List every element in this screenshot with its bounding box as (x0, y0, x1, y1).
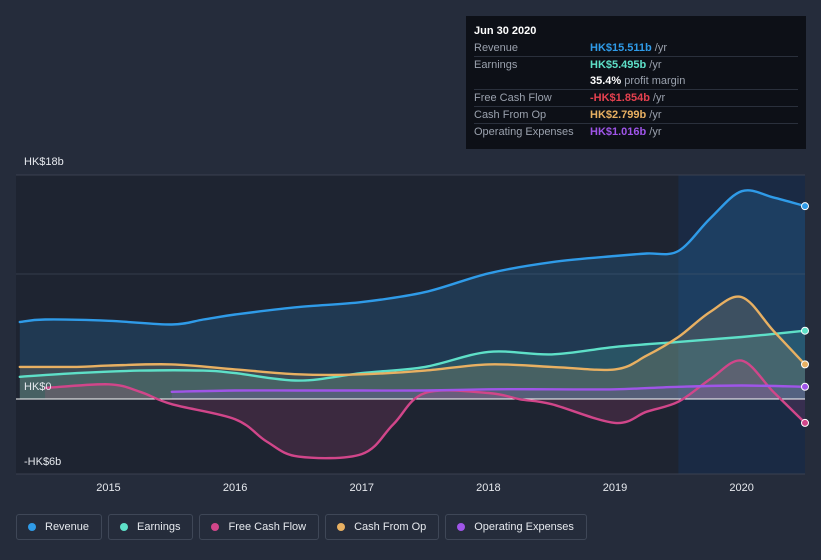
tooltip-row-earnings: Earnings HK$5.495b /yr (474, 57, 798, 73)
x-tick-label: 2019 (603, 482, 627, 494)
tooltip-unit: /yr (649, 126, 662, 138)
tooltip-value: -HK$1.854b (590, 92, 650, 104)
legend-item-operating-expenses[interactable]: Operating Expenses (445, 514, 587, 540)
legend-item-free-cash-flow[interactable]: Free Cash Flow (199, 514, 320, 540)
free-cash-flow-end-point (801, 418, 809, 427)
revenue-end-point (801, 202, 809, 211)
tooltip-value: 35.4% (590, 75, 622, 87)
x-tick-label: 2016 (223, 482, 247, 494)
x-tick-label: 2017 (349, 482, 373, 494)
legend-item-revenue[interactable]: Revenue (16, 514, 103, 540)
y-tick-top: HK$18b (24, 156, 64, 168)
earnings-end-point (801, 326, 809, 335)
cash-from-op-line (18, 295, 807, 377)
tooltip-row-profit-margin: 35.4% profit margin (474, 73, 798, 90)
tooltip-unit: /yr (649, 109, 662, 121)
tooltip-row-revenue: Revenue HK$15.511b /yr (474, 40, 798, 57)
tooltip-row-cash-from-op: Cash From Op HK$2.799b /yr (474, 107, 798, 124)
tooltip-unit: /yr (649, 59, 662, 71)
revenue-line (18, 189, 807, 326)
legend-label: Free Cash Flow (228, 521, 307, 533)
operating-expenses-line (170, 384, 807, 393)
legend-item-cash-from-op[interactable]: Cash From Op (325, 514, 440, 540)
tooltip-unit: /yr (652, 92, 666, 104)
forecast-region (678, 175, 805, 474)
chart-legend: Revenue Earnings Free Cash Flow Cash Fro… (16, 514, 593, 540)
tooltip-row-free-cash-flow: Free Cash Flow -HK$1.854b /yr (474, 90, 798, 107)
tooltip-label: Operating Expenses (474, 126, 574, 138)
tooltip-unit: /yr (654, 42, 667, 54)
tooltip-value: HK$15.511b (590, 42, 652, 54)
y-tick-bottom: -HK$6b (24, 456, 62, 468)
cash-from-op-area (19, 296, 806, 400)
tooltip-label: Earnings (474, 59, 518, 71)
legend-label: Revenue (45, 521, 90, 533)
legend-dot-icon (28, 523, 36, 531)
x-tick-label: 2020 (729, 482, 753, 494)
tooltip-row-operating-expenses: Operating Expenses HK$1.016b /yr (474, 124, 798, 140)
tooltip-value: HK$5.495b (590, 59, 647, 71)
cash-from-op-end-point (801, 360, 809, 369)
legend-label: Cash From Op (354, 521, 427, 533)
chart-plot: 2015 2016 2017 2018 2019 2020 (16, 174, 809, 494)
legend-dot-icon (337, 523, 346, 531)
data-tooltip: Jun 30 2020 Revenue HK$15.511b /yr Earni… (466, 16, 806, 149)
legend-dot-icon (457, 523, 466, 531)
tooltip-value: HK$1.016b (590, 126, 647, 138)
tooltip-date: Jun 30 2020 (474, 25, 537, 37)
tooltip-label: Cash From Op (474, 109, 547, 121)
tooltip-label: Free Cash Flow (474, 92, 552, 104)
legend-dot-icon (120, 523, 129, 531)
operating-expenses-end-point (801, 382, 809, 391)
tooltip-unit: profit margin (624, 75, 686, 87)
tooltip-value: HK$2.799b (590, 109, 647, 121)
y-tick-zero: HK$0 (24, 381, 52, 393)
x-tick-label: 2018 (476, 482, 500, 494)
legend-label: Operating Expenses (474, 521, 574, 533)
tooltip-label: Revenue (474, 42, 519, 54)
tooltip-label (474, 73, 590, 89)
legend-item-earnings[interactable]: Earnings (108, 514, 194, 540)
legend-dot-icon (211, 523, 220, 531)
x-tick-label: 2015 (96, 482, 120, 494)
legend-label: Earnings (137, 521, 181, 533)
